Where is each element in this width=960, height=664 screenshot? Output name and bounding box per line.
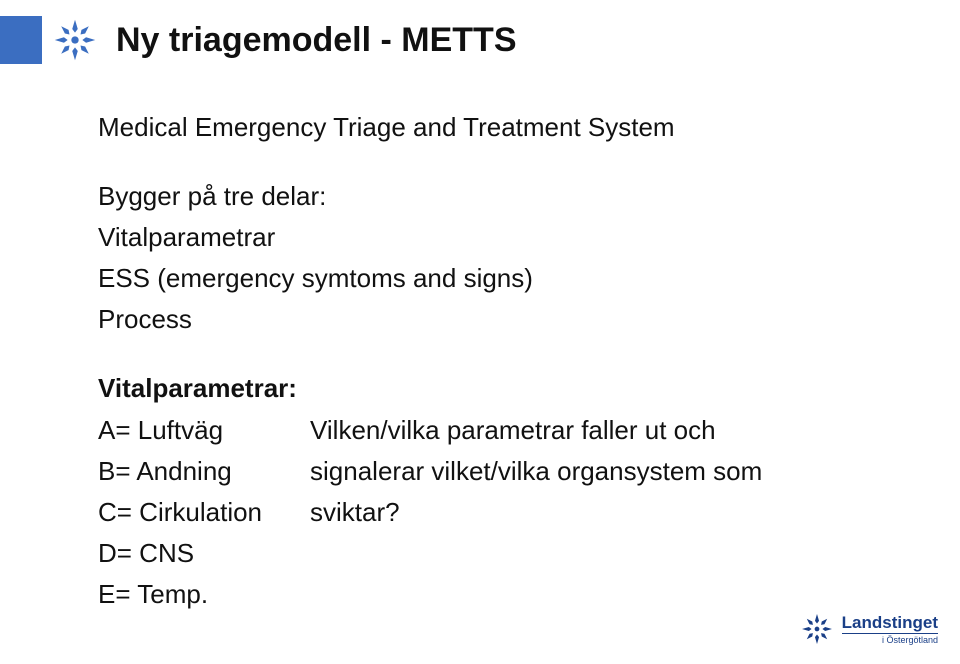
- question-line: signalerar vilket/vilka organsystem som: [310, 454, 960, 489]
- vital-item: C= Cirkulation: [98, 495, 262, 530]
- snowflake-logo-icon: [52, 17, 98, 63]
- vital-heading: Vitalparametrar:: [98, 371, 960, 406]
- footer-snowflake-icon: [800, 612, 834, 646]
- slide-title: Ny triagemodell - METTS: [116, 21, 517, 60]
- footer-logo: Landstinget i Östergötland: [800, 612, 938, 646]
- columns: A= Luftväg B= Andning C= Cirkulation D= …: [98, 413, 960, 618]
- vital-list: A= Luftväg B= Andning C= Cirkulation D= …: [98, 413, 262, 618]
- footer-text: Landstinget i Östergötland: [842, 614, 938, 645]
- build-item: Process: [98, 302, 960, 337]
- accent-bar: [0, 16, 42, 64]
- footer-region: i Östergötland: [842, 633, 938, 645]
- vital-item: B= Andning: [98, 454, 262, 489]
- question-line: sviktar?: [310, 495, 960, 530]
- question-block: Vilken/vilka parametrar faller ut och si…: [302, 413, 960, 618]
- build-heading: Bygger på tre delar:: [98, 179, 960, 214]
- vital-item: D= CNS: [98, 536, 262, 571]
- vital-item: A= Luftväg: [98, 413, 262, 448]
- vital-item: E= Temp.: [98, 577, 262, 612]
- question-line: Vilken/vilka parametrar faller ut och: [310, 413, 960, 448]
- footer-brand: Landstinget: [842, 614, 938, 631]
- build-item: Vitalparametrar: [98, 220, 960, 255]
- build-item: ESS (emergency symtoms and signs): [98, 261, 960, 296]
- slide: Ny triagemodell - METTS Medical Emergenc…: [0, 0, 960, 664]
- slide-body: Medical Emergency Triage and Treatment S…: [98, 110, 960, 618]
- header-row: Ny triagemodell - METTS: [0, 0, 960, 64]
- subtitle: Medical Emergency Triage and Treatment S…: [98, 110, 960, 145]
